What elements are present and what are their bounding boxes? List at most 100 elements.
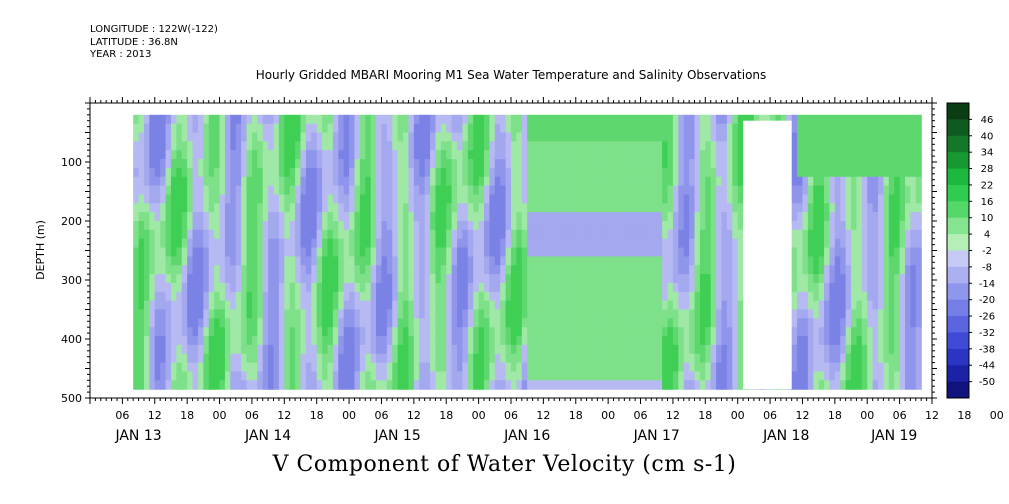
heatmap-cell — [802, 282, 809, 293]
heatmap-cell — [273, 141, 280, 151]
heatmap-cell — [591, 194, 598, 204]
heatmap-cell — [840, 291, 847, 302]
heatmap-cell — [802, 159, 809, 169]
heatmap-cell — [138, 141, 145, 151]
heatmap-cell — [554, 141, 561, 151]
heatmap-cell — [683, 123, 690, 134]
heatmap-cell — [651, 291, 658, 302]
heatmap-cell — [710, 300, 717, 311]
heatmap-cell — [910, 353, 917, 364]
heatmap-cell — [851, 150, 858, 160]
heatmap-cell — [640, 132, 647, 142]
heatmap-cell — [219, 229, 226, 240]
heatmap-cell — [699, 362, 706, 373]
heatmap-cell — [591, 247, 598, 257]
heatmap-cell — [716, 185, 723, 196]
heatmap-cell — [440, 362, 447, 373]
heatmap-cell — [867, 265, 874, 275]
heatmap-cell — [181, 238, 188, 249]
heatmap-cell — [915, 159, 922, 169]
heatmap-cell — [608, 362, 615, 373]
heatmap-cell — [484, 300, 491, 311]
heatmap-cell — [591, 336, 598, 346]
heatmap-cell — [187, 238, 194, 249]
heatmap-cell — [176, 176, 183, 187]
heatmap-cell — [478, 123, 485, 134]
heatmap-cell — [867, 229, 874, 240]
heatmap-cell — [489, 371, 496, 381]
heatmap-cell — [656, 159, 663, 169]
heatmap-cell — [370, 300, 377, 311]
heatmap-cell — [376, 291, 383, 302]
heatmap-cell — [430, 371, 437, 381]
heatmap-cell — [635, 247, 642, 257]
heatmap-cell — [440, 256, 447, 266]
heatmap-cell — [613, 318, 620, 328]
heatmap-cell — [689, 318, 696, 328]
heatmap-cell — [473, 167, 480, 178]
heatmap-cell — [462, 229, 469, 240]
heatmap-cell — [645, 194, 652, 204]
heatmap-cell — [570, 238, 577, 249]
heatmap-cell — [726, 318, 733, 328]
heatmap-cell — [300, 362, 307, 373]
heatmap-cell — [257, 132, 264, 142]
heatmap-cell — [662, 185, 669, 196]
heatmap-cell — [257, 318, 264, 328]
heatmap-cell — [392, 300, 399, 311]
heatmap-cell — [899, 176, 906, 187]
heatmap-cell — [354, 212, 361, 222]
heatmap-cell — [883, 282, 890, 293]
heatmap-cell — [370, 353, 377, 364]
heatmap-cell — [564, 318, 571, 328]
heatmap-cell — [370, 132, 377, 142]
heatmap-cell — [181, 274, 188, 284]
heatmap-cell — [430, 123, 437, 134]
heatmap-cell — [856, 185, 863, 196]
x-hour-label: 06 — [634, 409, 648, 422]
heatmap-cell — [149, 300, 156, 311]
heatmap-cell — [170, 114, 177, 125]
heatmap-cell — [154, 371, 161, 381]
heatmap-cell — [403, 247, 410, 257]
heatmap-cell — [224, 371, 231, 381]
heatmap-cell — [219, 150, 226, 160]
heatmap-cell — [505, 353, 512, 364]
heatmap-cell — [899, 274, 906, 284]
heatmap-cell — [435, 176, 442, 187]
x-day-label: JAN 14 — [244, 428, 291, 444]
heatmap-cell — [241, 141, 248, 151]
heatmap-cell — [138, 291, 145, 302]
heatmap-cell — [305, 344, 312, 355]
heatmap-cell — [905, 371, 912, 381]
heatmap-cell — [570, 256, 577, 266]
heatmap-cell — [910, 362, 917, 373]
heatmap-cell — [154, 247, 161, 257]
heatmap-cell — [257, 380, 264, 390]
heatmap-cell — [278, 380, 285, 390]
heatmap-cell — [295, 256, 302, 266]
heatmap-cell — [451, 344, 458, 355]
heatmap-cell — [597, 238, 604, 249]
heatmap-cell — [295, 141, 302, 151]
heatmap-cell — [419, 123, 426, 134]
x-day-label: JAN 13 — [114, 428, 161, 444]
heatmap-cell — [457, 212, 464, 222]
heatmap-cell — [910, 274, 917, 284]
heatmap-cell — [192, 185, 199, 196]
heatmap-cell — [332, 256, 339, 266]
heatmap-cell — [392, 167, 399, 178]
heatmap-cell — [284, 353, 291, 364]
heatmap-cell — [672, 132, 679, 142]
heatmap-cell — [289, 336, 296, 346]
heatmap-cell — [424, 221, 431, 231]
heatmap-cell — [451, 203, 458, 213]
heatmap-cell — [554, 309, 561, 319]
heatmap-cell — [500, 123, 507, 134]
heatmap-cell — [618, 150, 625, 160]
heatmap-cell — [359, 274, 366, 284]
heatmap-cell — [251, 300, 258, 311]
heatmap-cell — [683, 380, 690, 390]
heatmap-cell — [791, 176, 798, 187]
heatmap-cell — [143, 371, 150, 381]
